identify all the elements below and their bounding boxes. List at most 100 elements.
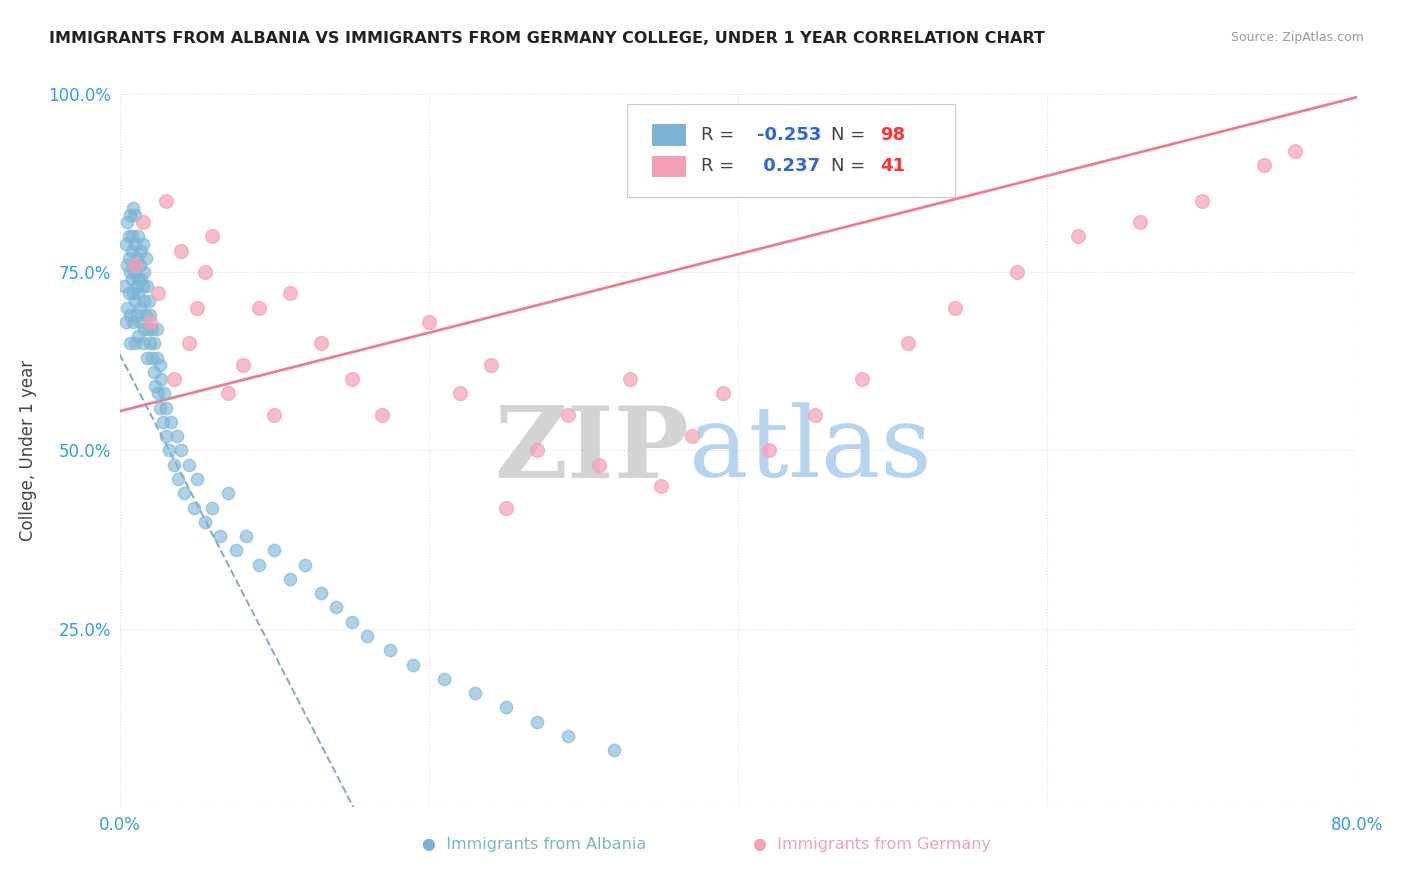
Text: 0.237: 0.237 xyxy=(756,158,820,176)
Point xyxy=(479,358,502,372)
Point xyxy=(132,336,155,351)
Point xyxy=(155,401,177,415)
Point xyxy=(120,265,142,279)
Point xyxy=(132,279,155,293)
Point xyxy=(166,429,188,443)
Point xyxy=(124,236,146,251)
Point xyxy=(125,308,148,322)
Point xyxy=(135,308,157,322)
Point xyxy=(449,386,471,401)
Text: 41: 41 xyxy=(880,158,905,176)
Point xyxy=(148,386,170,401)
Point xyxy=(121,272,143,286)
Point xyxy=(155,194,177,208)
Point xyxy=(125,251,148,265)
Point xyxy=(1191,194,1213,208)
Point xyxy=(128,258,150,272)
Point xyxy=(371,408,394,422)
Point xyxy=(495,500,517,515)
Point xyxy=(150,372,173,386)
Point xyxy=(145,351,167,365)
Point xyxy=(232,358,254,372)
Point xyxy=(117,258,138,272)
Point xyxy=(122,286,145,301)
Point xyxy=(263,408,285,422)
Point xyxy=(588,458,610,472)
Point xyxy=(139,315,162,329)
Point xyxy=(114,236,136,251)
Point xyxy=(148,286,170,301)
Point xyxy=(129,244,152,258)
Point xyxy=(186,472,208,486)
Point xyxy=(139,336,162,351)
Point xyxy=(167,472,190,486)
Text: 98: 98 xyxy=(880,126,905,144)
Point xyxy=(247,301,270,315)
Point xyxy=(149,401,172,415)
Point xyxy=(681,429,703,443)
Point xyxy=(120,336,142,351)
Point xyxy=(619,372,641,386)
Point xyxy=(122,315,145,329)
Point xyxy=(136,279,159,293)
Point xyxy=(177,458,201,472)
Point xyxy=(711,386,734,401)
Point xyxy=(378,643,402,657)
Point xyxy=(136,351,159,365)
Point xyxy=(217,386,239,401)
Point xyxy=(1284,144,1306,158)
Point xyxy=(121,244,143,258)
Point xyxy=(1005,265,1028,279)
Point xyxy=(159,415,181,429)
Point xyxy=(125,279,148,293)
Text: ●  Immigrants from Germany: ● Immigrants from Germany xyxy=(752,837,991,852)
Text: ●  Immigrants from Albania: ● Immigrants from Albania xyxy=(422,837,647,852)
Point xyxy=(135,251,157,265)
Point xyxy=(139,308,162,322)
Point xyxy=(153,386,176,401)
Point xyxy=(112,279,135,293)
Text: atlas: atlas xyxy=(689,402,931,499)
Text: N =: N = xyxy=(831,158,865,176)
Point xyxy=(278,572,301,586)
Text: N =: N = xyxy=(831,126,865,144)
Point xyxy=(128,301,150,315)
Point xyxy=(134,293,156,308)
Point xyxy=(526,443,548,458)
Point xyxy=(127,272,149,286)
Point xyxy=(118,251,141,265)
Point xyxy=(120,208,142,222)
Point xyxy=(117,301,138,315)
Point xyxy=(124,336,146,351)
Point xyxy=(114,315,136,329)
Point xyxy=(418,315,440,329)
Point xyxy=(325,600,347,615)
Point xyxy=(121,229,143,244)
Point xyxy=(340,372,363,386)
Point xyxy=(177,336,201,351)
Point xyxy=(603,743,626,757)
FancyBboxPatch shape xyxy=(651,124,686,145)
Point xyxy=(943,301,966,315)
Point xyxy=(132,215,155,229)
Text: -0.253: -0.253 xyxy=(756,126,821,144)
Point xyxy=(194,265,217,279)
Point xyxy=(183,500,205,515)
FancyBboxPatch shape xyxy=(651,156,686,178)
Text: R =: R = xyxy=(702,158,740,176)
Point xyxy=(163,372,186,386)
Point xyxy=(142,336,165,351)
Point xyxy=(124,293,146,308)
Point xyxy=(194,515,217,529)
Point xyxy=(309,586,332,600)
Point xyxy=(356,629,378,643)
Point xyxy=(128,315,150,329)
Point xyxy=(1067,229,1090,244)
Point xyxy=(294,558,316,572)
Point xyxy=(122,201,145,215)
Point xyxy=(804,408,827,422)
Text: ZIP: ZIP xyxy=(494,402,689,499)
Point xyxy=(170,244,193,258)
Point xyxy=(157,443,180,458)
Point xyxy=(163,458,186,472)
